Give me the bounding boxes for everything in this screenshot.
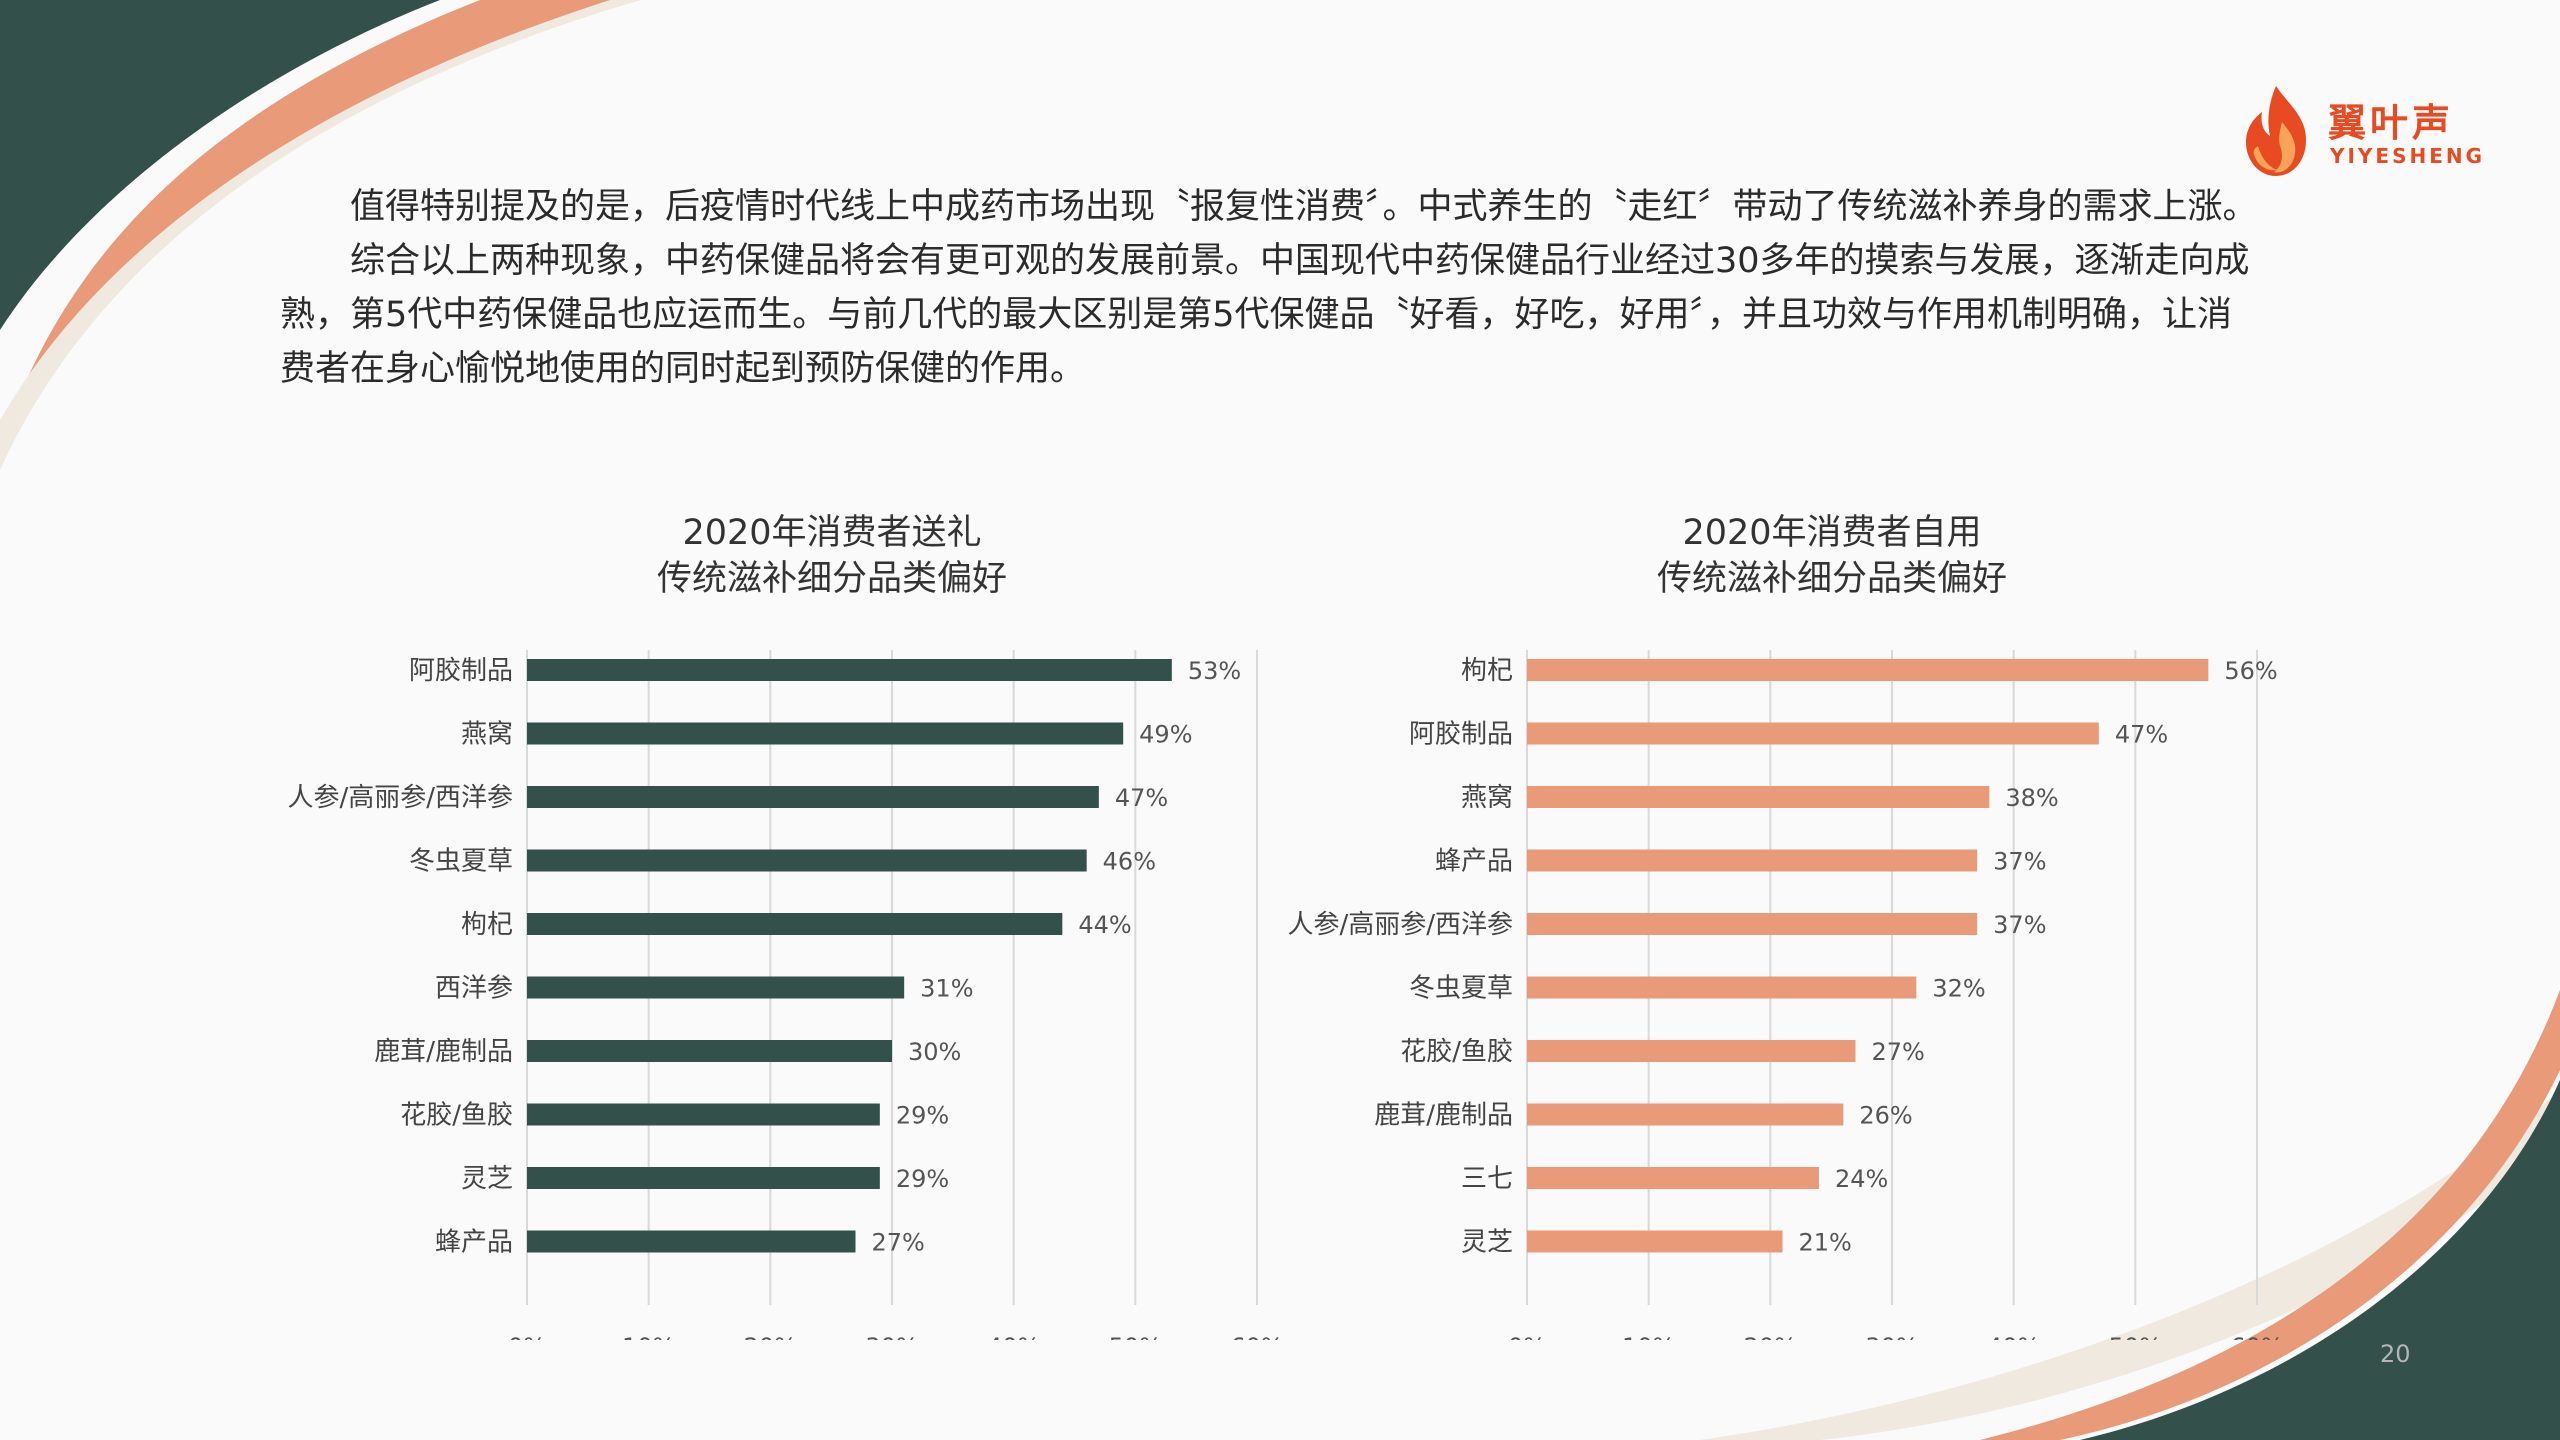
- value-label: 30%: [908, 1038, 961, 1066]
- chart-title-line: 2020年消费者自用: [1682, 513, 1981, 553]
- body-text: 值得特别提及的是，后疫情时代线上中成药市场出现〝报复性消费〞。中式养生的〝走红〞…: [280, 180, 2260, 396]
- category-label: 冬虫夏草: [409, 847, 513, 877]
- category-label: 西洋参: [435, 974, 513, 1004]
- corner-swoosh-green-bottom-right: [2080, 1080, 2560, 1440]
- flame-icon: [2246, 86, 2306, 176]
- x-tick-label: 50%: [1109, 1333, 1162, 1340]
- corner-swoosh-cream-bottom-right: [1700, 1090, 2560, 1440]
- x-tick-label: 20%: [1744, 1333, 1797, 1340]
- bar: [1527, 1040, 1856, 1062]
- x-tick-label: 30%: [865, 1333, 918, 1340]
- bar: [1527, 786, 1990, 808]
- value-label: 53%: [1188, 657, 1241, 685]
- x-tick-label: 0%: [508, 1333, 546, 1340]
- x-tick-label: 60%: [2230, 1333, 2283, 1340]
- category-label: 花胶/鱼胶: [1400, 1037, 1513, 1067]
- category-label: 枸杞: [1461, 656, 1513, 686]
- bar: [1527, 722, 2099, 745]
- x-tick-label: 40%: [1987, 1333, 2040, 1340]
- bar: [1527, 1230, 1783, 1253]
- value-label: 49%: [1139, 721, 1192, 749]
- value-label: 31%: [920, 975, 973, 1003]
- category-label: 花胶/鱼胶: [400, 1101, 513, 1131]
- value-label: 46%: [1103, 848, 1156, 876]
- category-label: 人参/高丽参/西洋参: [1287, 910, 1513, 940]
- bar: [1527, 849, 1978, 872]
- bar: [527, 1167, 880, 1189]
- brand-name-en: YIYESHENG: [2330, 144, 2486, 168]
- bar: [1527, 659, 2209, 681]
- x-tick-label: 10%: [1622, 1333, 1675, 1340]
- category-label: 阿胶制品: [1409, 720, 1513, 750]
- category-label: 鹿茸/鹿制品: [1374, 1101, 1513, 1131]
- x-tick-label: 10%: [622, 1333, 675, 1340]
- category-label: 蜂产品: [1435, 847, 1513, 877]
- value-label: 47%: [2115, 721, 2168, 749]
- value-label: 37%: [1993, 911, 2046, 939]
- category-label: 燕窝: [461, 720, 513, 750]
- category-label: 人参/高丽参/西洋参: [287, 783, 513, 813]
- x-tick-label: 30%: [1865, 1333, 1918, 1340]
- value-label: 29%: [896, 1102, 949, 1130]
- bar: [527, 849, 1087, 872]
- x-tick-label: 50%: [2109, 1333, 2162, 1340]
- bar: [527, 1103, 880, 1126]
- bar: [1527, 913, 1978, 935]
- corner-swoosh-green-top-left: [0, 0, 440, 330]
- value-label: 32%: [1932, 975, 1985, 1003]
- value-label: 27%: [872, 1229, 925, 1257]
- value-label: 29%: [896, 1165, 949, 1193]
- category-label: 灵芝: [1461, 1228, 1513, 1258]
- category-label: 蜂产品: [435, 1228, 513, 1258]
- category-label: 灵芝: [461, 1164, 513, 1194]
- brand-name-cn: 翼叶声: [2328, 101, 2455, 145]
- chart-title-line: 2020年消费者送礼: [682, 513, 981, 553]
- bar: [527, 976, 905, 999]
- value-label: 21%: [1799, 1229, 1852, 1257]
- chart-title-line: 传统滋补细分品类偏好: [1657, 559, 2007, 599]
- bar: [1527, 1167, 1819, 1189]
- value-label: 26%: [1859, 1102, 1912, 1130]
- bar: [527, 722, 1124, 745]
- corner-swoosh-salmon-bottom-right: [1980, 990, 2560, 1440]
- bar: [1527, 1103, 1844, 1126]
- category-label: 燕窝: [1461, 783, 1513, 813]
- paragraph-1: 值得特别提及的是，后疫情时代线上中成药市场出现〝报复性消费〞。中式养生的〝走红〞…: [350, 187, 2258, 227]
- brand-logo: 翼叶声 YIYESHENG: [2236, 82, 2482, 182]
- category-label: 阿胶制品: [409, 656, 513, 686]
- x-tick-label: 60%: [1230, 1333, 1283, 1340]
- value-label: 37%: [1993, 848, 2046, 876]
- bar: [527, 659, 1172, 681]
- value-label: 44%: [1078, 911, 1131, 939]
- category-label: 冬虫夏草: [1409, 974, 1513, 1004]
- paragraph-2: 综合以上两种现象，中药保健品将会有更可观的发展前景。中国现代中药保健品行业经过3…: [280, 241, 2250, 389]
- value-label: 56%: [2224, 657, 2277, 685]
- value-label: 47%: [1115, 784, 1168, 812]
- bar: [527, 913, 1063, 935]
- x-tick-label: 0%: [1508, 1333, 1546, 1340]
- category-label: 鹿茸/鹿制品: [374, 1037, 513, 1067]
- category-label: 三七: [1461, 1164, 1513, 1194]
- chart-title-line: 传统滋补细分品类偏好: [657, 559, 1007, 599]
- x-tick-label: 40%: [987, 1333, 1040, 1340]
- value-label: 27%: [1872, 1038, 1925, 1066]
- bar: [527, 1230, 856, 1253]
- bar: [527, 1040, 892, 1062]
- value-label: 24%: [1835, 1165, 1888, 1193]
- x-tick-label: 20%: [744, 1333, 797, 1340]
- page-number: 20: [2380, 1340, 2411, 1368]
- value-label: 38%: [2005, 784, 2058, 812]
- bar: [527, 786, 1099, 808]
- category-label: 枸杞: [461, 910, 513, 940]
- corner-swoosh-salmon-top-left: [0, 0, 640, 450]
- bar: [1527, 976, 1917, 999]
